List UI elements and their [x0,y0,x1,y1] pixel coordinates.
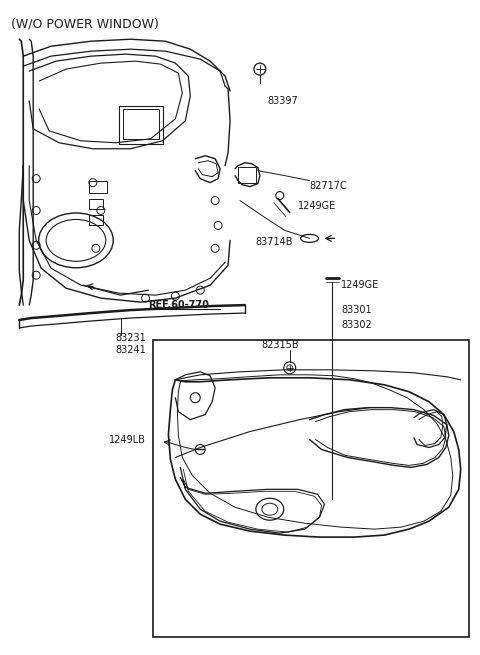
Text: 83302: 83302 [341,320,372,330]
Bar [153,340,468,637]
Text: 83397: 83397 [268,96,299,106]
Bar [89,181,107,193]
Bar [89,215,103,225]
Text: 83231: 83231 [116,333,146,343]
Text: 82315B: 82315B [262,340,300,350]
Text: 83241: 83241 [116,345,146,355]
Bar [89,198,103,208]
Text: 1249GE: 1249GE [341,280,380,290]
Text: REF.60-770: REF.60-770 [148,300,209,310]
Text: 1249GE: 1249GE [298,200,336,210]
Bar [123,109,159,139]
Text: (W/O POWER WINDOW): (W/O POWER WINDOW) [11,18,159,31]
Bar [119,106,164,144]
Text: 83301: 83301 [341,305,372,315]
Text: 82717C: 82717C [310,181,348,191]
Bar [238,166,256,183]
Text: 1249LB: 1249LB [109,434,145,445]
Text: 83714B: 83714B [255,237,292,248]
